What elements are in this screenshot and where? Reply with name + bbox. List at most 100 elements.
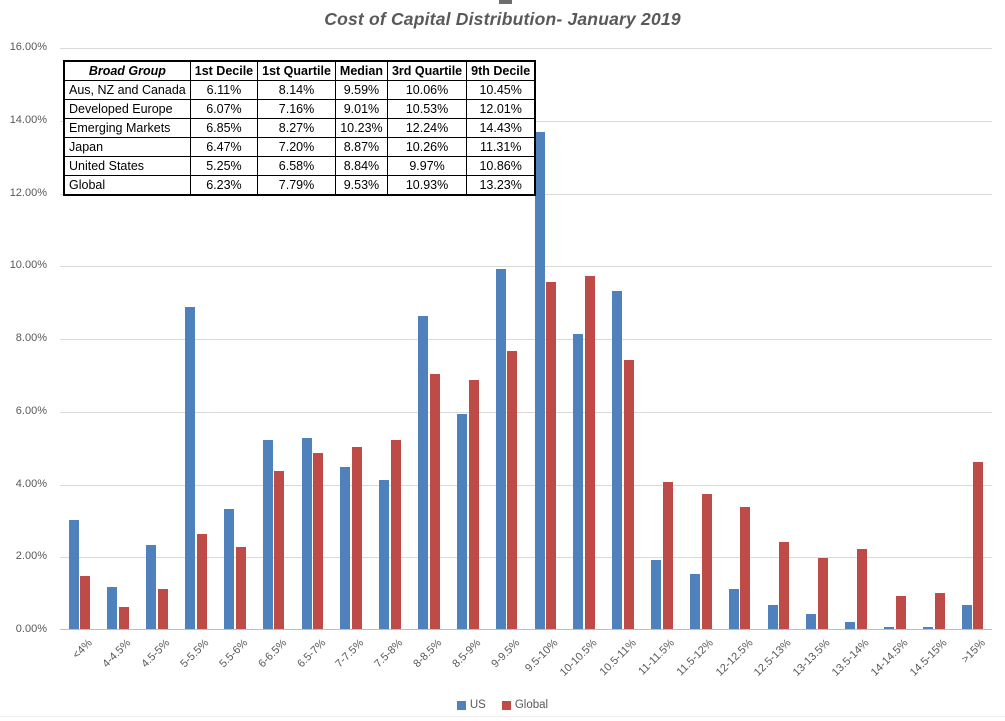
bar-global (895, 596, 906, 629)
bar-global (701, 494, 712, 629)
table-cell-group: Emerging Markets (63, 118, 191, 138)
stats-table: Broad Group 1st Decile 1st Quartile Median 3… (63, 60, 537, 196)
bar-global (973, 461, 984, 629)
bar-global (507, 350, 518, 629)
x-axis-label: 7.5-8% (372, 637, 406, 671)
bar-global (274, 470, 285, 629)
table-header-cell: 3rd Quartile (386, 60, 468, 81)
bar-global (235, 547, 246, 629)
y-axis-label: 10.00% (9, 259, 47, 272)
table-cell-value: 13.23% (466, 175, 536, 196)
table-cell-value: 10.53% (386, 99, 468, 119)
table-cell-value: 6.11% (189, 80, 259, 100)
x-axis-label: 12.5-13% (752, 637, 794, 679)
table-cell-value: 7.16% (257, 99, 336, 119)
table-cell-value: 12.24% (386, 118, 468, 138)
table-cell-value: 9.97% (386, 156, 468, 176)
bar-global (585, 276, 596, 629)
legend-label: US (469, 699, 486, 711)
x-axis-label: 4.5-5% (139, 637, 173, 671)
table-cell-value: 6.23% (189, 175, 259, 196)
table-cell-value: 9.01% (334, 99, 388, 119)
gridline (60, 484, 992, 486)
bar-us (146, 545, 157, 629)
stats-table-header-row: Broad Group 1st Decile 1st Quartile Median 3… (63, 60, 536, 81)
bar-us (651, 559, 662, 629)
cropped-top-artifact (499, 0, 512, 4)
bar-global (80, 576, 91, 629)
table-row: Global 6.23% 7.79% 9.53% 10.93% 13.23% (63, 175, 536, 196)
bar-global (119, 607, 130, 629)
bar-us (456, 414, 467, 629)
x-axis-label: 6-6.5% (255, 637, 290, 671)
bar-us (262, 439, 273, 629)
x-axis-label: 5-5.5% (178, 637, 212, 671)
bar-us (573, 334, 584, 629)
x-axis-label: >15% (959, 637, 989, 666)
y-axis-label: 8.00% (15, 332, 47, 344)
y-axis-label: 12.00% (9, 186, 47, 199)
table-cell-value: 10.93% (386, 175, 468, 196)
bar-us (961, 605, 972, 629)
table-cell-value: 8.87% (334, 137, 388, 157)
bar-us (767, 605, 778, 629)
table-cell-value: 6.85% (189, 118, 259, 138)
x-axis-label: 10-10.5% (557, 637, 600, 679)
bar-us (534, 132, 545, 629)
x-axis-label: 11.5-12% (675, 637, 717, 679)
y-axis-label: 16.00% (9, 41, 47, 53)
legend-color-swatch (501, 700, 511, 710)
table-cell-group: United States (63, 156, 191, 176)
table-cell-value: 9.59% (334, 80, 388, 100)
bar-global (429, 374, 440, 629)
table-cell-group: Japan (63, 137, 191, 157)
table-cell-value: 8.14% (257, 80, 336, 100)
bar-global (740, 507, 751, 629)
table-cell-value: 12.01% (466, 99, 536, 119)
gridline (60, 411, 992, 413)
bar-global (856, 548, 867, 629)
chart-title: Cost of Capital Distribution- January 20… (324, 9, 681, 29)
x-axis-label: 6.5-7% (294, 637, 328, 671)
bar-us (806, 614, 817, 629)
gridline (60, 266, 992, 268)
x-axis-label: 13-13.5% (790, 637, 833, 679)
table-cell-group: Developed Europe (63, 99, 191, 119)
bar-us (340, 467, 351, 629)
x-axis-label: 12-12.5% (713, 637, 756, 679)
bottom-divider (0, 716, 1005, 717)
table-cell-value: 9.53% (334, 175, 388, 196)
bar-us (418, 316, 429, 629)
gridline (60, 48, 992, 49)
x-axis-label: 13.5-14% (829, 637, 872, 679)
bar-us (379, 479, 390, 629)
x-axis-label: 9-9.5% (488, 637, 523, 671)
x-axis-label: 5.5-6% (217, 637, 251, 671)
table-cell-value: 10.23% (334, 118, 388, 138)
x-axis-label: 7-7.5% (333, 637, 367, 671)
table-cell-value: 10.26% (386, 137, 468, 157)
legend-item-us: US (456, 699, 486, 711)
bar-global (546, 281, 557, 629)
bar-us (884, 627, 895, 629)
x-axis-label: 11-11.5% (636, 637, 678, 678)
y-axis-label: 0.00% (15, 623, 47, 635)
table-cell-value: 7.20% (257, 137, 336, 157)
x-axis-label: 10.5-11% (597, 637, 639, 679)
x-axis-label: 8.5-9% (450, 637, 484, 671)
table-row: United States 5.25% 6.58% 8.84% 9.97% 10.86% (63, 156, 536, 176)
table-cell-value: 10.86% (466, 156, 536, 176)
legend-color-swatch (456, 700, 466, 710)
bar-global (468, 379, 479, 629)
bar-us (612, 290, 623, 629)
table-cell-value: 6.47% (189, 137, 259, 157)
x-axis-label: 8-8.5% (411, 637, 445, 671)
y-axis-label: 4.00% (15, 477, 47, 490)
legend-item-global: Global (501, 699, 548, 711)
y-axis-label: 14.00% (9, 113, 47, 126)
x-axis-label: <4% (70, 637, 95, 662)
table-cell-group: Aus, NZ and Canada (63, 80, 191, 100)
bar-us (728, 589, 739, 629)
table-cell-group: Global (63, 175, 191, 196)
stats-table-body: Aus, NZ and Canada 6.11% 8.14% 9.59% 10.06% 1… (63, 80, 536, 196)
